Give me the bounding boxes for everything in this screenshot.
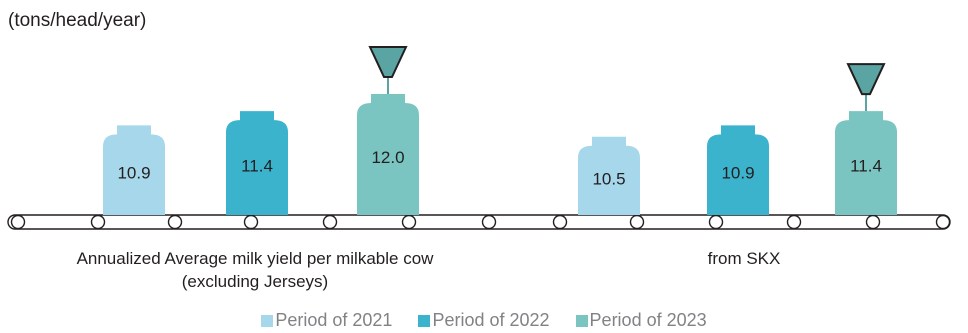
data-label: 10.9	[721, 164, 754, 183]
legend-item: Period of 2021	[261, 310, 392, 331]
legend-item: Period of 2023	[575, 310, 707, 331]
conveyor-roller	[243, 214, 259, 230]
bar-chart: 10.9 10.5 11.4 10.9 12.0 11.4	[7, 46, 951, 230]
bar	[226, 111, 288, 215]
category-label-line: (excluding Jerseys)	[181, 272, 329, 291]
legend-swatch	[575, 314, 588, 327]
data-label: 12.0	[371, 148, 404, 167]
conveyor-roller	[10, 214, 26, 230]
data-label: 11.4	[850, 157, 882, 176]
legend-swatch	[418, 314, 431, 327]
unit-label: (tons/head/year)	[8, 10, 147, 31]
conveyor-roller	[935, 214, 951, 230]
conveyor-belt	[7, 214, 951, 230]
conveyor-roller	[322, 214, 338, 230]
bar	[357, 94, 419, 215]
category-label: Annualized Average milk yield per milkab…	[15, 247, 495, 293]
legend-label: Period of 2023	[589, 310, 707, 330]
category-label: from SKX	[504, 247, 968, 270]
legend-label: Period of 2022	[432, 310, 550, 330]
category-label-line: Annualized Average milk yield per milkab…	[76, 249, 434, 268]
data-label: 10.9	[117, 164, 150, 183]
legend: Period of 2021 Period of 2022 Period of 20…	[0, 310, 968, 331]
legend-swatch	[261, 314, 274, 327]
funnel-spout	[865, 92, 867, 112]
conveyor-roller	[552, 214, 568, 230]
bar	[835, 111, 897, 215]
funnel-icon	[846, 63, 886, 96]
conveyor-roller	[786, 214, 802, 230]
conveyor-roller	[629, 214, 645, 230]
conveyor-roller	[90, 214, 106, 230]
conveyor-roller	[865, 214, 881, 230]
conveyor-roller	[401, 214, 417, 230]
bar	[103, 125, 165, 215]
conveyor-roller	[167, 214, 183, 230]
funnel-icon	[368, 46, 408, 78]
conveyor-roller	[708, 214, 724, 230]
category-label-line: from SKX	[707, 249, 781, 268]
legend-item: Period of 2022	[418, 310, 550, 331]
bar	[707, 125, 769, 215]
conveyor-roller	[481, 214, 497, 230]
funnel-spout	[387, 75, 389, 94]
legend-label: Period of 2021	[275, 310, 393, 330]
data-label: 10.5	[592, 169, 625, 188]
bar	[578, 136, 640, 215]
data-label: 11.4	[241, 157, 273, 176]
